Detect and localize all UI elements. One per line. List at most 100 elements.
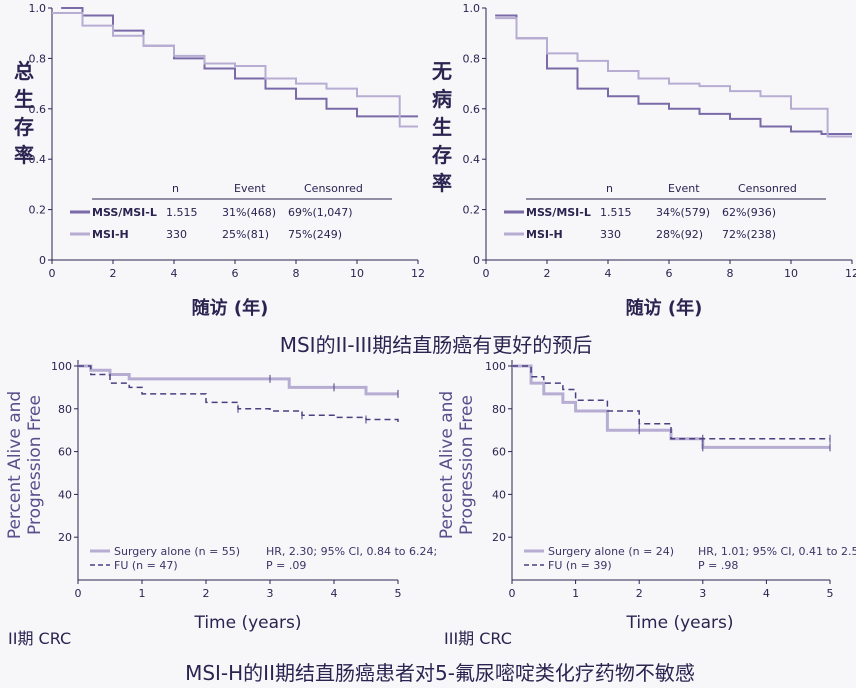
legend-label: FU (n = 47) — [114, 559, 178, 572]
stage2-tag: II期 CRC — [8, 629, 71, 648]
y-tick-label: 0.4 — [463, 153, 481, 166]
y-tick-label: 0 — [39, 254, 46, 267]
stage3-ylabel-1: Percent Alive and — [437, 391, 457, 539]
stage3-panel: 0 1 2 3 4 5 20 40 60 80 100 Surgery alone (n = 24)F… — [437, 360, 856, 648]
dfs-ylabel-3: 生 — [432, 115, 452, 139]
x-tick-label: 6 — [666, 267, 673, 280]
os-ylabel-4: 率 — [14, 143, 34, 167]
legend-label: Surgery alone (n = 55) — [114, 545, 240, 558]
x-tick-label: 0 — [75, 587, 82, 600]
table-cell-event: 34%(579) — [656, 206, 710, 219]
x-tick-label: 0 — [483, 267, 490, 280]
x-tick-label: 0 — [49, 267, 56, 280]
table-cell-event: 31%(468) — [222, 206, 276, 219]
dfs-plot: 0 2 4 6 8 10 12 0 0.2 0.4 0.6 0.8 1.0 n Event Censonred… — [463, 2, 856, 280]
series-line — [495, 17, 852, 138]
table-cell-event: 25%(81) — [222, 228, 269, 241]
table-cell-n: 1.515 — [600, 206, 632, 219]
os-xlabel: 随访 (年) — [192, 297, 269, 319]
table-header: Event — [234, 182, 266, 195]
x-tick-label: 1 — [572, 587, 579, 600]
legend-label: Surgery alone (n = 24) — [548, 545, 674, 558]
x-tick-label: 6 — [232, 267, 239, 280]
y-tick-label: 40 — [492, 488, 506, 501]
x-tick-label: 10 — [350, 267, 364, 280]
table-cell-censored: 75%(249) — [288, 228, 342, 241]
x-tick-label: 2 — [110, 267, 117, 280]
stage2-xlabel: Time (years) — [193, 613, 301, 633]
x-tick-label: 5 — [395, 587, 402, 600]
table-cell-event: 28%(92) — [656, 228, 703, 241]
y-tick-label: 0.4 — [29, 153, 47, 166]
stats-text: P = .98 — [698, 559, 738, 572]
x-tick-label: 4 — [763, 587, 770, 600]
stage2-panel: 0 1 2 3 4 5 20 40 60 80 100 Surgery alone (n = 55)F… — [5, 360, 437, 648]
table-cell-censored: 69%(1,047) — [288, 206, 353, 219]
stats-text: HR, 1.01; 95% CI, 0.41 to 2.51; — [698, 545, 856, 558]
series-line — [512, 364, 830, 449]
table-header: Censonred — [738, 182, 797, 195]
series-line — [512, 365, 830, 440]
x-tick-label: 2 — [544, 267, 551, 280]
y-tick-label: 80 — [492, 403, 506, 416]
series-line — [78, 364, 398, 396]
y-tick-label: 60 — [492, 446, 506, 459]
stats-text: P = .09 — [266, 559, 306, 572]
y-tick-label: 100 — [485, 360, 506, 373]
table-header: Event — [668, 182, 700, 195]
y-tick-label: 0.6 — [29, 103, 47, 116]
table-header: n — [172, 182, 179, 195]
stage3-xlabel: Time (years) — [625, 613, 733, 633]
dfs-panel: 0 2 4 6 8 10 12 0 0.2 0.4 0.6 0.8 1.0 n Event Censonred… — [432, 2, 856, 319]
os-ylabel-3: 存 — [14, 115, 34, 139]
os-panel: 0 2 4 6 8 10 12 0 0.2 0.4 0.6 0.8 1.0 n Event Censonred… — [14, 2, 425, 319]
y-tick-label: 40 — [58, 488, 72, 501]
stage2-ylabel-2: Progression Free — [25, 395, 45, 535]
y-tick-label: 1.0 — [463, 2, 481, 15]
dfs-xlabel: 随访 (年) — [626, 297, 703, 319]
legend-label: FU (n = 39) — [548, 559, 612, 572]
stats-text: HR, 2.30; 95% CI, 0.84 to 6.24; — [266, 545, 437, 558]
y-tick-label: 0.6 — [463, 103, 481, 116]
stage3-tag: III期 CRC — [444, 629, 512, 648]
y-tick-label: 20 — [492, 531, 506, 544]
x-tick-label: 4 — [171, 267, 178, 280]
y-tick-label: 0.2 — [463, 204, 481, 217]
x-tick-label: 4 — [605, 267, 612, 280]
y-tick-label: 1.0 — [29, 2, 47, 15]
x-tick-label: 3 — [267, 587, 274, 600]
dfs-ylabel-5: 率 — [432, 171, 452, 195]
os-ylabel-1: 总 — [14, 59, 34, 83]
table-header: Censonred — [304, 182, 363, 195]
table-row-label: MSS/MSI-L — [526, 206, 591, 219]
x-tick-label: 2 — [636, 587, 643, 600]
stage3-ylabel-2: Progression Free — [457, 395, 477, 535]
table-row-label: MSI-H — [92, 228, 129, 241]
stage2-ylabel-1: Percent Alive and — [5, 391, 25, 539]
table-row-label: MSS/MSI-L — [92, 206, 157, 219]
dfs-ylabel-2: 病 — [432, 87, 452, 111]
y-tick-label: 0.2 — [29, 204, 47, 217]
y-tick-label: 0.8 — [463, 52, 481, 65]
os-ylabel-2: 生 — [14, 87, 34, 111]
y-tick-label: 0.8 — [29, 52, 47, 65]
caption-bottom: MSI-H的II期结直肠癌患者对5-氟尿嘧啶类化疗药物不敏感 — [185, 661, 695, 685]
stage3-plot: 0 1 2 3 4 5 20 40 60 80 100 Surgery alone (n = 24)F… — [485, 360, 856, 600]
y-tick-label: 60 — [58, 446, 72, 459]
x-tick-label: 5 — [827, 587, 834, 600]
x-tick-label: 8 — [727, 267, 734, 280]
caption-top: MSI的II-III期结直肠癌有更好的预后 — [280, 333, 593, 357]
os-plot: 0 2 4 6 8 10 12 0 0.2 0.4 0.6 0.8 1.0 n Event Censonred… — [29, 2, 426, 280]
table-cell-n: 330 — [600, 228, 621, 241]
stage2-plot: 0 1 2 3 4 5 20 40 60 80 100 Surgery alone (n = 55)F… — [51, 360, 437, 600]
x-tick-label: 8 — [293, 267, 300, 280]
x-tick-label: 12 — [411, 267, 425, 280]
y-tick-label: 80 — [58, 403, 72, 416]
series-line — [495, 14, 852, 135]
table-header: n — [606, 182, 613, 195]
x-tick-label: 1 — [139, 587, 146, 600]
x-tick-label: 2 — [203, 587, 210, 600]
dfs-ylabel-4: 存 — [432, 143, 452, 167]
table-cell-censored: 62%(936) — [722, 206, 776, 219]
